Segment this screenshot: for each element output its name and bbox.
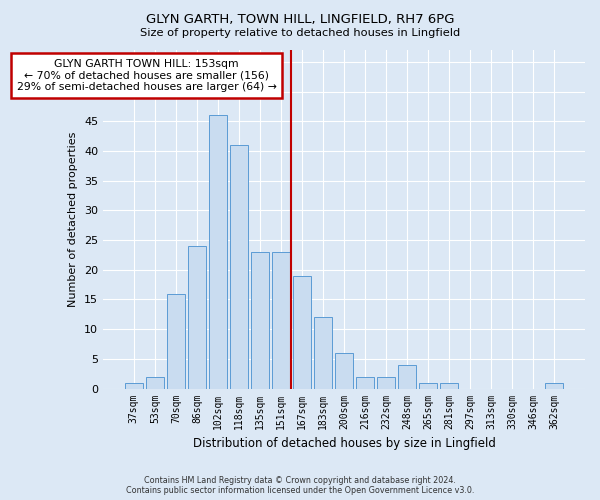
Bar [314, 318, 332, 388]
Y-axis label: Number of detached properties: Number of detached properties [68, 132, 79, 307]
Bar [545, 382, 563, 388]
Text: Contains HM Land Registry data © Crown copyright and database right 2024.: Contains HM Land Registry data © Crown c… [144, 476, 456, 485]
Bar [419, 382, 437, 388]
Bar [377, 376, 395, 388]
Text: Size of property relative to detached houses in Lingfield: Size of property relative to detached ho… [140, 28, 460, 38]
Bar [440, 382, 458, 388]
Text: Contains public sector information licensed under the Open Government Licence v3: Contains public sector information licen… [126, 486, 474, 495]
Bar [146, 376, 164, 388]
Bar [209, 116, 227, 388]
Bar [293, 276, 311, 388]
Bar [125, 382, 143, 388]
Text: GLYN GARTH, TOWN HILL, LINGFIELD, RH7 6PG: GLYN GARTH, TOWN HILL, LINGFIELD, RH7 6P… [146, 12, 454, 26]
X-axis label: Distribution of detached houses by size in Lingfield: Distribution of detached houses by size … [193, 437, 496, 450]
Bar [230, 145, 248, 388]
Bar [188, 246, 206, 388]
Text: GLYN GARTH TOWN HILL: 153sqm
← 70% of detached houses are smaller (156)
29% of s: GLYN GARTH TOWN HILL: 153sqm ← 70% of de… [17, 59, 277, 92]
Bar [356, 376, 374, 388]
Bar [251, 252, 269, 388]
Bar [272, 252, 290, 388]
Bar [398, 365, 416, 388]
Bar [335, 353, 353, 388]
Bar [167, 294, 185, 388]
